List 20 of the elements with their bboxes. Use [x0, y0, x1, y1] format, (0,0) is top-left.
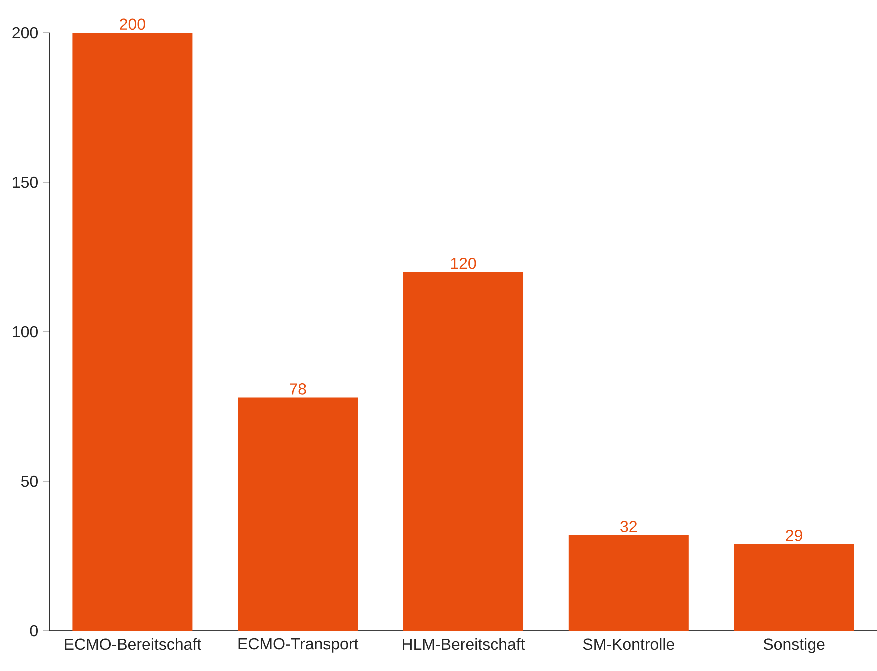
data-label: 120	[451, 258, 476, 270]
data-label: 29	[786, 530, 802, 542]
bar	[238, 398, 358, 631]
y-tick-label: 50	[21, 476, 38, 488]
x-tick-label: SM-Kontrolle	[583, 638, 674, 650]
bar	[72, 32, 193, 631]
y-tick-label: 0	[30, 625, 38, 637]
x-tick-label: Sonstige	[764, 638, 825, 654]
bar	[568, 535, 689, 631]
x-tick-label: ECMO-Bereitschaft	[65, 638, 202, 650]
data-label: 78	[290, 384, 306, 395]
x-tick-label: ECMO-Transport	[238, 638, 359, 653]
y-tick-label: 200	[12, 27, 38, 39]
y-tick-label: 100	[13, 326, 38, 338]
data-label: 200	[120, 18, 146, 30]
bar	[404, 272, 524, 631]
bar	[734, 544, 854, 631]
y-tick-label: 150	[13, 176, 38, 188]
data-label: 32	[620, 521, 637, 532]
x-tick-label: HLM-Bereitschaft	[403, 638, 526, 650]
